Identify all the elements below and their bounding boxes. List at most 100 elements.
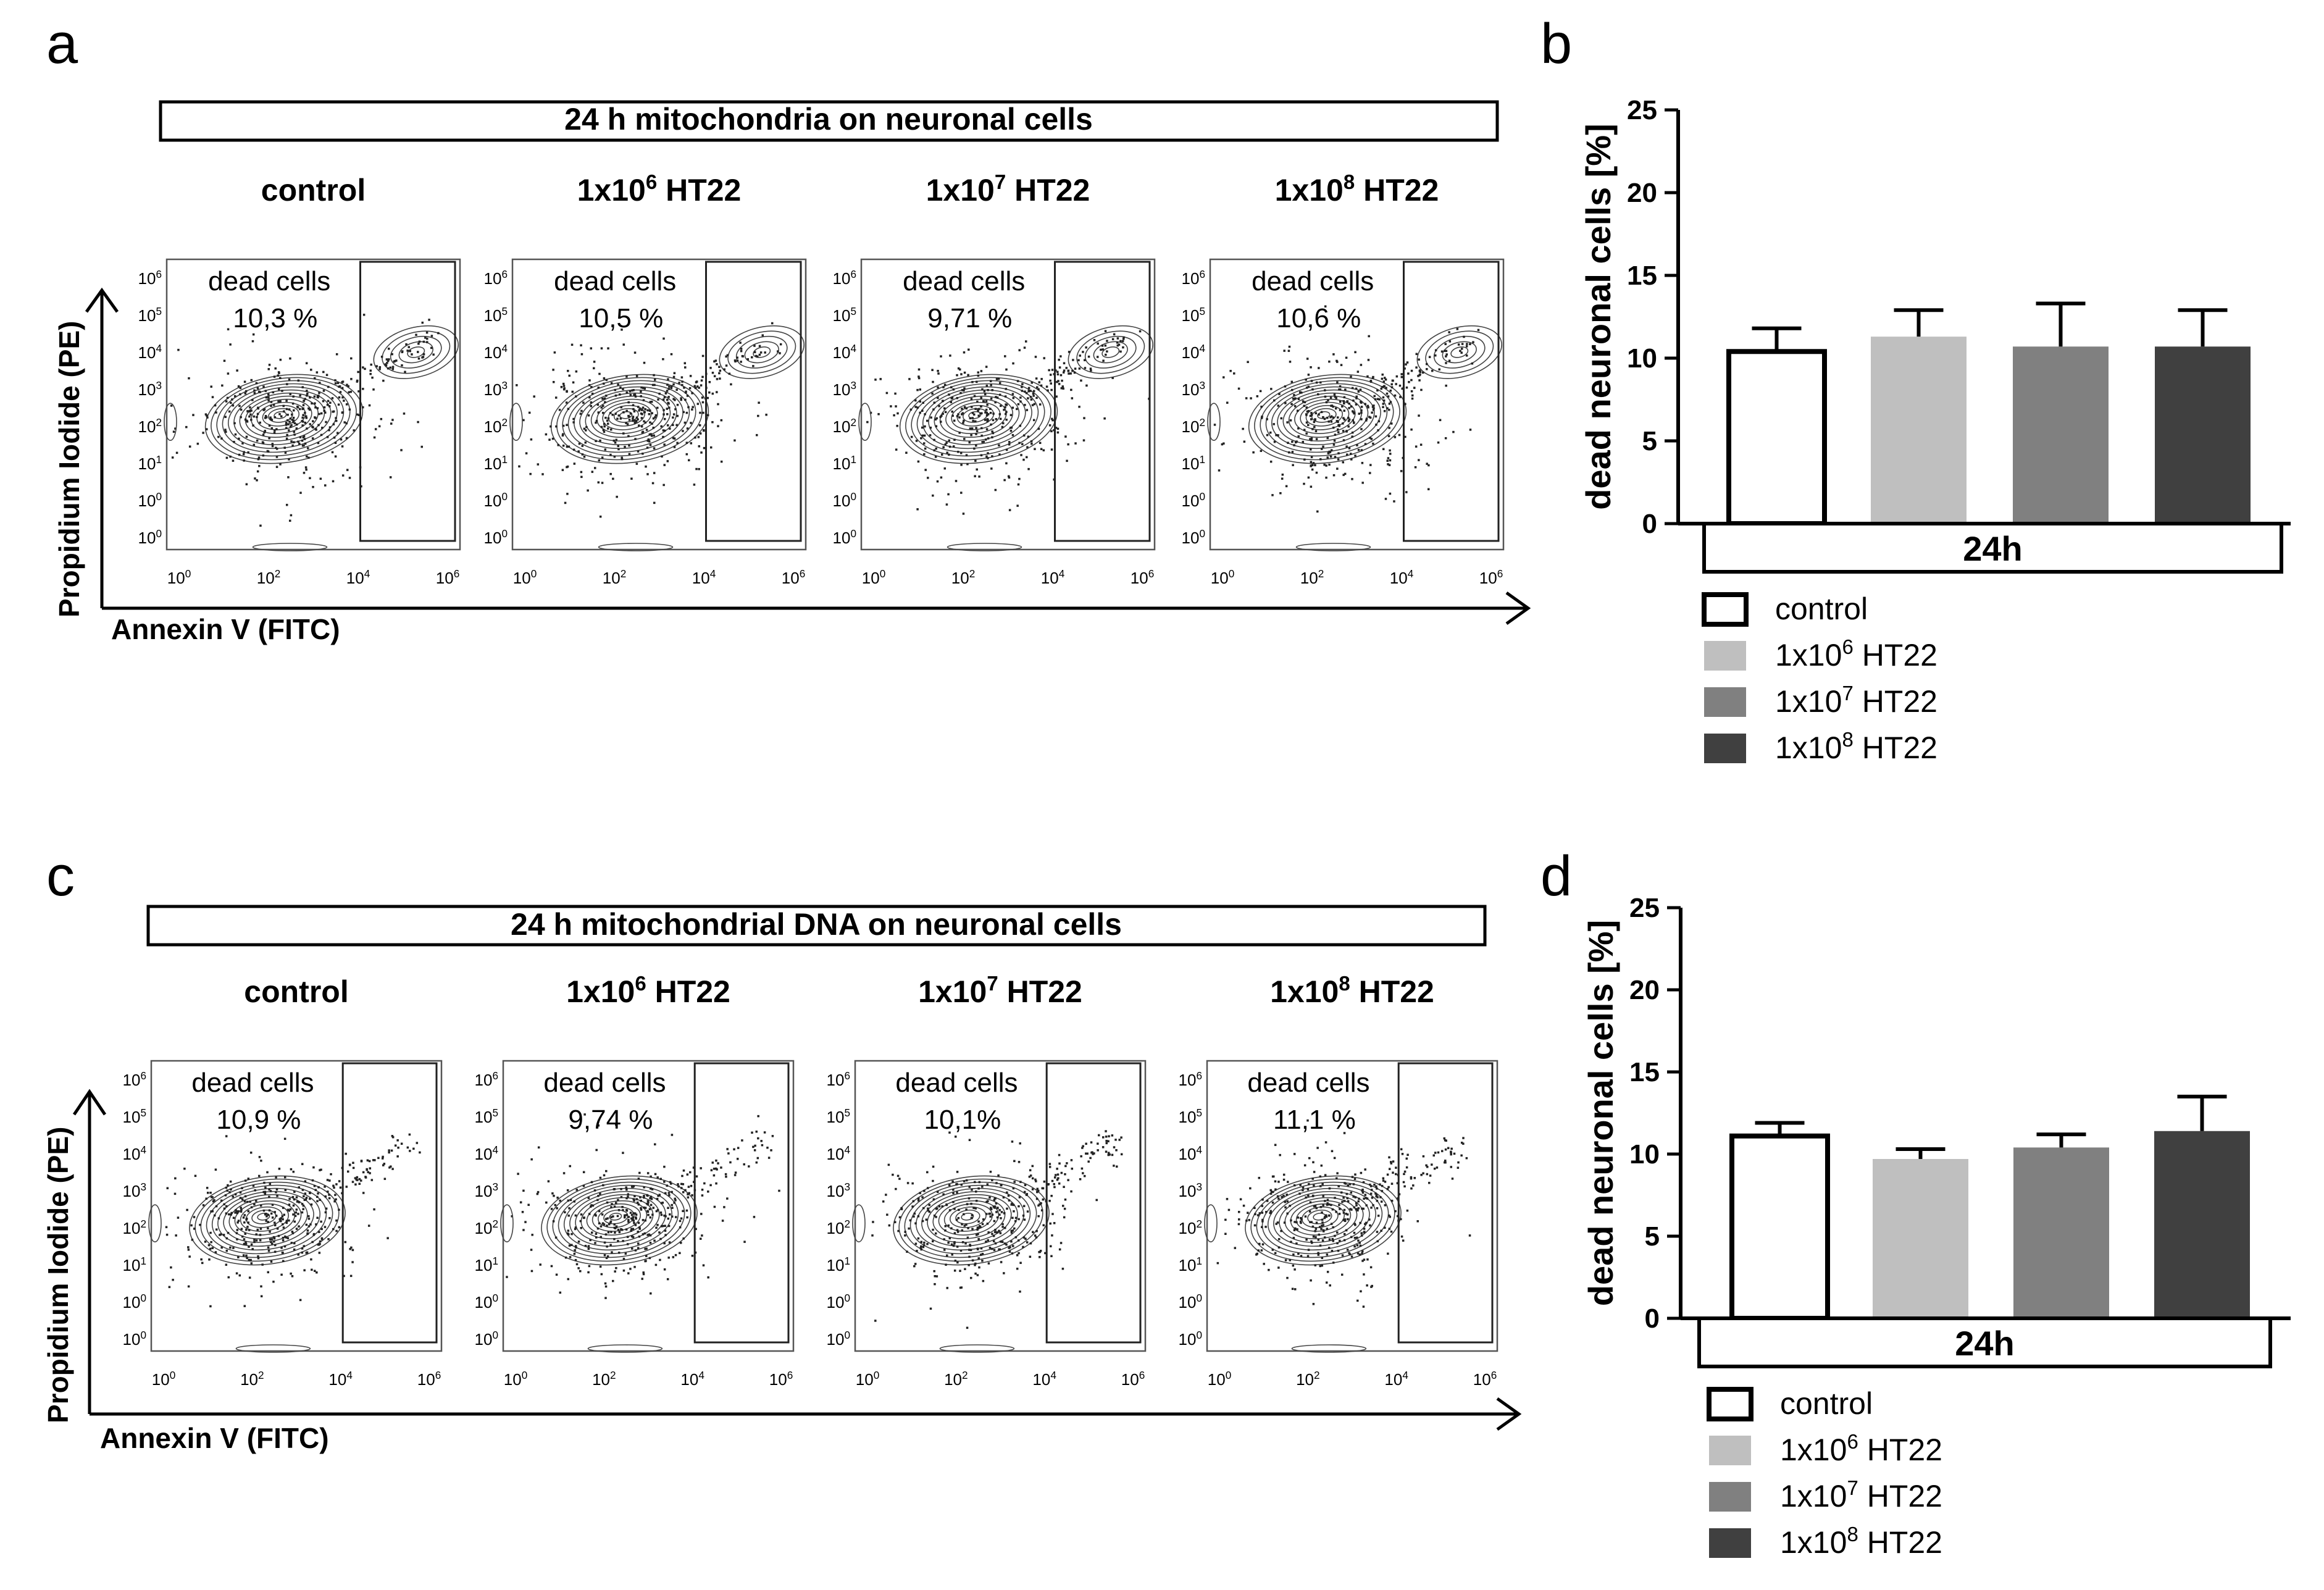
event-dot <box>1339 409 1342 411</box>
event-dot <box>311 1241 314 1244</box>
event-dot <box>632 417 634 420</box>
event-dot <box>611 1251 613 1253</box>
event-dot <box>574 1228 577 1231</box>
event-dot <box>393 360 396 362</box>
event-dot <box>285 1236 288 1239</box>
event-dot <box>653 447 656 450</box>
event-dot <box>1427 488 1430 491</box>
event-dot <box>263 1181 265 1184</box>
event-dot <box>940 355 942 358</box>
event-dot <box>1337 452 1340 454</box>
event-dot <box>1452 430 1455 433</box>
event-dot <box>1386 1187 1389 1190</box>
event-dot <box>887 1163 890 1166</box>
contour-ring <box>1256 1181 1389 1258</box>
event-dot <box>335 419 338 422</box>
event-dot <box>1009 429 1013 432</box>
event-dot <box>1083 417 1085 419</box>
label-base: 10 <box>827 1330 845 1349</box>
event-dot <box>960 373 963 375</box>
event-dot <box>231 398 233 401</box>
label-exponent: 2 <box>850 416 856 429</box>
event-dot <box>888 1224 891 1227</box>
event-dot <box>295 1196 298 1199</box>
event-dot <box>263 431 265 434</box>
event-dot <box>681 383 683 387</box>
legend-swatch <box>1707 1387 1753 1421</box>
event-dot <box>267 1213 270 1216</box>
event-dot <box>587 1245 590 1247</box>
label-exponent: 2 <box>140 1218 146 1230</box>
event-dot <box>1362 1207 1365 1210</box>
event-dot <box>1292 1264 1295 1267</box>
event-dot <box>1286 1200 1289 1203</box>
label-base: 1x10 <box>1775 684 1842 719</box>
event-dot <box>1342 400 1345 403</box>
event-dot <box>268 364 271 366</box>
y-tick-label: 105 <box>827 1107 850 1126</box>
event-dot <box>632 416 635 418</box>
event-dot <box>254 1189 256 1192</box>
event-dot <box>606 1217 609 1220</box>
contour-ring <box>590 395 664 438</box>
event-dot <box>980 396 982 400</box>
event-dot <box>1380 1229 1382 1232</box>
event-dot <box>595 1232 598 1235</box>
event-dot <box>378 425 381 428</box>
label-base: 10 <box>484 417 502 436</box>
event-dot <box>1260 1249 1263 1252</box>
event-dot <box>599 439 601 442</box>
event-dot <box>1353 1245 1356 1248</box>
event-dot <box>977 1257 980 1260</box>
event-dot <box>285 400 288 402</box>
event-dot <box>980 1247 983 1250</box>
event-dot <box>1343 1208 1346 1211</box>
event-dot <box>885 1194 887 1196</box>
event-dot <box>601 1213 604 1216</box>
event-dot <box>1448 359 1451 362</box>
event-dot <box>1400 373 1403 375</box>
event-dot <box>1358 1253 1361 1256</box>
event-dot <box>353 429 355 432</box>
event-dot <box>416 1142 419 1144</box>
contour-ring <box>573 386 683 450</box>
event-dot <box>306 1229 309 1232</box>
event-dot <box>280 1273 283 1276</box>
event-dot <box>608 1223 611 1226</box>
event-dot <box>1291 440 1294 443</box>
event-dot <box>1300 1221 1302 1224</box>
event-dot <box>1353 1178 1356 1181</box>
event-dot <box>1050 1245 1052 1248</box>
event-dot <box>1343 1200 1346 1202</box>
event-dot <box>1004 355 1006 358</box>
event-dot <box>1403 367 1406 370</box>
label-exponent: 0 <box>140 1329 146 1341</box>
event-dot <box>646 1234 649 1236</box>
event-dot <box>357 390 360 393</box>
event-dot <box>259 1204 262 1207</box>
event-dot <box>301 439 304 442</box>
event-dot <box>1325 464 1327 467</box>
event-dot <box>999 417 1002 421</box>
event-dot <box>1120 1153 1123 1156</box>
contour-population <box>541 1175 698 1266</box>
event-dot <box>932 408 935 411</box>
event-dot <box>700 451 703 454</box>
event-dot <box>285 427 288 429</box>
event-dot <box>947 493 950 496</box>
event-dot <box>981 1186 984 1188</box>
event-dot <box>708 381 711 383</box>
event-dot <box>299 1299 302 1302</box>
event-dot <box>671 1190 673 1194</box>
label-base: 10 <box>833 380 851 399</box>
event-dot <box>741 1139 743 1142</box>
event-dot <box>672 416 674 419</box>
event-dot <box>1437 1151 1440 1154</box>
event-dot <box>960 492 963 494</box>
bar-0 <box>1726 349 1827 527</box>
x-tick-label: 100 <box>167 567 191 587</box>
event-dot <box>1071 369 1074 372</box>
event-dot <box>753 345 756 347</box>
event-dot <box>1012 396 1015 400</box>
event-dot <box>1029 1174 1032 1177</box>
